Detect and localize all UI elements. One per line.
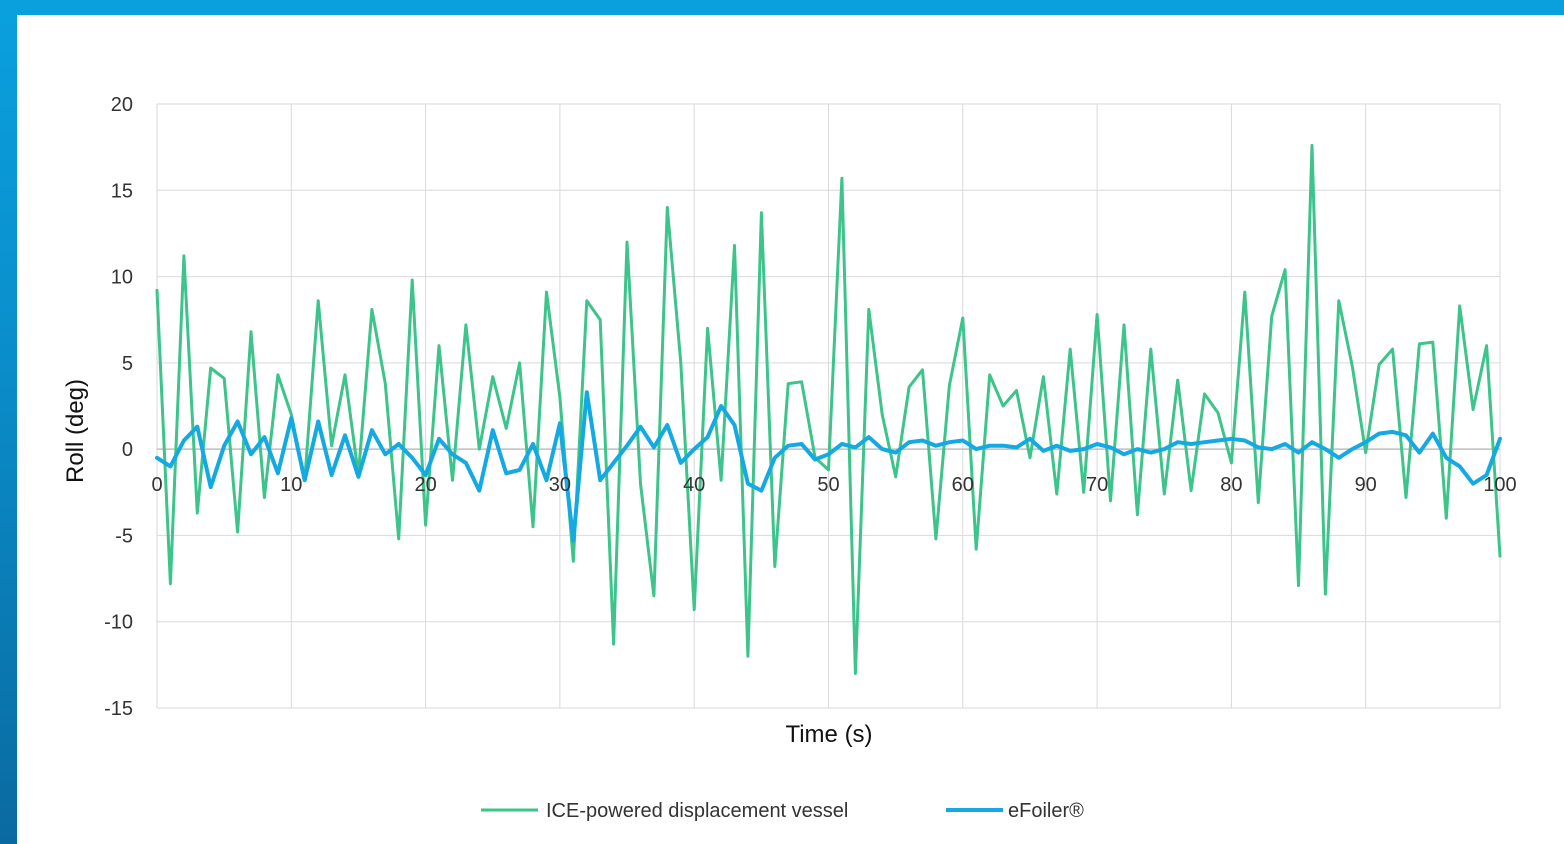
x-tick-label: 40 (683, 474, 705, 496)
x-tick-label: 60 (952, 474, 974, 496)
y-tick-label: 10 (111, 267, 133, 289)
x-tick-label: 80 (1220, 474, 1242, 496)
x-tick-label: 100 (1483, 474, 1516, 496)
y-axis-title: Roll (deg) (62, 379, 89, 483)
chart-panel: 20 15 10 5 0 -5 -10 -15 0 10 20 30 40 50 60 70 80 90 100 … (17, 15, 1564, 844)
series-line-ice (155, 143, 1502, 675)
y-tick-label: -5 (115, 525, 133, 547)
legend-label-efoil: eFoiler® (1008, 800, 1084, 822)
x-tick-label: 90 (1355, 474, 1377, 496)
x-tick-label: 20 (414, 474, 436, 496)
legend: ICE-powered displacement vessel eFoiler® (481, 800, 1084, 822)
y-tick-label: -10 (104, 612, 133, 634)
x-tick-label: 70 (1086, 474, 1108, 496)
grid-lines (156, 103, 1501, 709)
x-tick-label: 50 (817, 474, 839, 496)
y-tick-label: 5 (122, 353, 133, 375)
y-tick-label: 0 (122, 439, 133, 461)
x-tick-label: 10 (280, 474, 302, 496)
y-tick-labels: 20 15 10 5 0 -5 -10 -15 (104, 94, 133, 720)
y-tick-label: -15 (104, 698, 133, 720)
series-line-efoil (155, 390, 1502, 543)
x-axis-title: Time (s) (785, 721, 872, 748)
series-layer (155, 143, 1502, 675)
x-tick-labels: 0 10 20 30 40 50 60 70 80 90 100 (151, 474, 1516, 496)
y-tick-label: 15 (111, 180, 133, 202)
x-tick-label: 0 (151, 474, 162, 496)
x-tick-label: 30 (549, 474, 571, 496)
y-tick-label: 20 (111, 94, 133, 116)
legend-label-ice: ICE-powered displacement vessel (546, 800, 848, 822)
